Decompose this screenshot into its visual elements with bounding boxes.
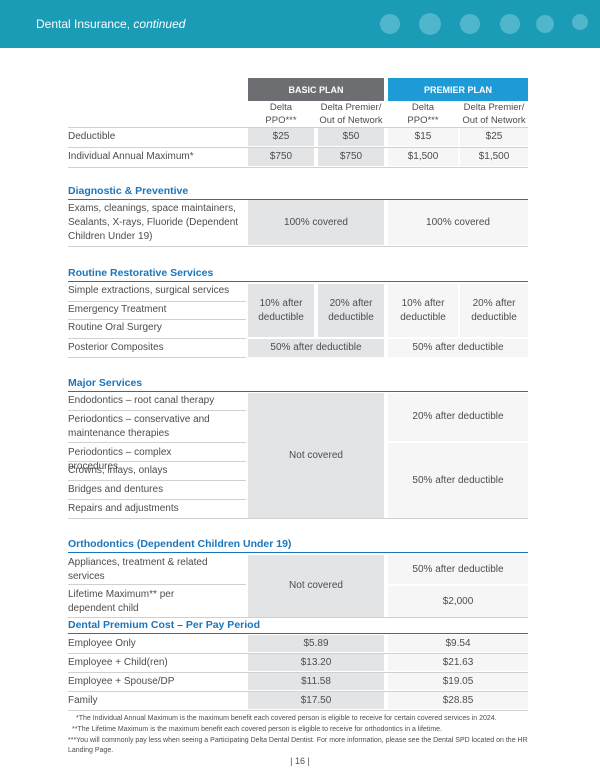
rule (68, 410, 246, 411)
cell: 10% after deductible (248, 284, 314, 337)
row-label: Crowns, inlays, onlays (68, 465, 168, 476)
rule (68, 338, 246, 339)
row-label: Posterior Composites (68, 342, 164, 353)
cell: 50% after deductible (248, 339, 384, 357)
cell: $21.63 (388, 654, 528, 671)
header-title-wrap: Dental Insurance, continued (36, 17, 186, 31)
page-number: | 16 | (290, 756, 310, 766)
cell: 10% after deductible (388, 284, 458, 337)
column-header: Delta (269, 101, 293, 113)
row-label: Emergency Treatment (68, 304, 167, 315)
cell: $1,500 (388, 148, 458, 166)
cell: $1,500 (460, 148, 528, 166)
cell: $750 (248, 148, 314, 166)
rule (68, 127, 528, 128)
header-title: Dental Insurance (36, 17, 127, 31)
footnote: ***You will commonly pay less when seein… (68, 737, 528, 754)
cell: 20% after deductible (460, 284, 528, 337)
row-label: Simple extractions, surgical services (68, 285, 230, 296)
row-label: Endodontics – root canal therapy (68, 395, 215, 406)
column-header: Out of Network (319, 114, 383, 126)
rule (68, 672, 528, 673)
rule (68, 461, 246, 462)
cell: $17.50 (248, 692, 384, 709)
column-header: PPO*** (265, 114, 297, 126)
cell: $50 (318, 128, 384, 146)
row-label: Lifetime Maximum** per dependent child (68, 589, 175, 614)
column-header: Delta Premier/ (320, 101, 382, 113)
cell: $2,000 (388, 586, 528, 617)
cell: $13.20 (248, 654, 384, 671)
cell: 100% covered (248, 200, 384, 245)
plan-header: PREMIER PLAN (388, 78, 528, 101)
column-header: Delta Premier/ (463, 101, 525, 113)
cell: $5.89 (248, 635, 384, 652)
section-title: Dental Premium Cost – Per Pay Period (68, 618, 528, 634)
row-label: Bridges and dentures (68, 484, 164, 495)
rule (68, 167, 528, 168)
row-label: Appliances, treatment & related services (68, 557, 208, 582)
column-header: PPO*** (407, 114, 439, 126)
cell: $25 (248, 128, 314, 146)
rule (68, 357, 246, 358)
row-label: Employee Only (68, 638, 136, 649)
section-title: Routine Restorative Services (68, 266, 528, 282)
row-label: Employee + Child(ren) (68, 657, 168, 668)
row-label: Routine Oral Surgery (68, 322, 162, 333)
section-title: Major Services (68, 376, 528, 392)
cell: 50% after deductible (388, 555, 528, 584)
row-label: Employee + Spouse/DP (68, 676, 175, 687)
row-label: Exams, cleanings, space maintainers, Sea… (68, 203, 239, 242)
cell: $28.85 (388, 692, 528, 709)
cell: $25 (460, 128, 528, 146)
rule (68, 480, 246, 481)
rule (68, 518, 528, 519)
cell: $750 (318, 148, 384, 166)
cell: 20% after deductible (388, 393, 528, 441)
cell: Not covered (248, 393, 384, 518)
rule (68, 499, 246, 500)
cell: $11.58 (248, 673, 384, 690)
footnote: **The Lifetime Maximum is the maximum be… (72, 726, 442, 733)
cell: $15 (388, 128, 458, 146)
cell: 100% covered (388, 200, 528, 245)
cell: 20% after deductible (318, 284, 384, 337)
rule (68, 653, 528, 654)
row-label: Repairs and adjustments (68, 503, 179, 514)
column-header: Delta (411, 101, 435, 113)
rule (68, 246, 528, 247)
rule (68, 617, 528, 618)
cell: Not covered (248, 555, 384, 617)
cell: $9.54 (388, 635, 528, 652)
rule (68, 442, 246, 443)
row-label: Periodontics – complex procedures (68, 447, 172, 472)
rule (68, 319, 246, 320)
rule (68, 710, 528, 711)
row-label: Periodontics – conservative and maintena… (68, 414, 210, 439)
cell: $19.05 (388, 673, 528, 690)
row-label: Family (68, 695, 98, 706)
footnote: *The Individual Annual Maximum is the ma… (76, 715, 497, 722)
rule (68, 691, 528, 692)
header-subtitle: continued (133, 17, 186, 31)
section-title: Orthodontics (Dependent Children Under 1… (68, 537, 528, 553)
rule (68, 301, 246, 302)
column-header: Out of Network (462, 114, 526, 126)
header-icons (380, 13, 588, 35)
header-bar: Dental Insurance, continued (0, 0, 600, 48)
cell: 50% after deductible (388, 339, 528, 357)
row-label: Individual Annual Maximum* (68, 151, 194, 162)
rule (68, 147, 528, 148)
section-title: Diagnostic & Preventive (68, 184, 528, 200)
plan-header: BASIC PLAN (248, 78, 384, 101)
rule (68, 584, 246, 585)
cell: 50% after deductible (388, 443, 528, 518)
row-label: Deductible (68, 131, 116, 142)
